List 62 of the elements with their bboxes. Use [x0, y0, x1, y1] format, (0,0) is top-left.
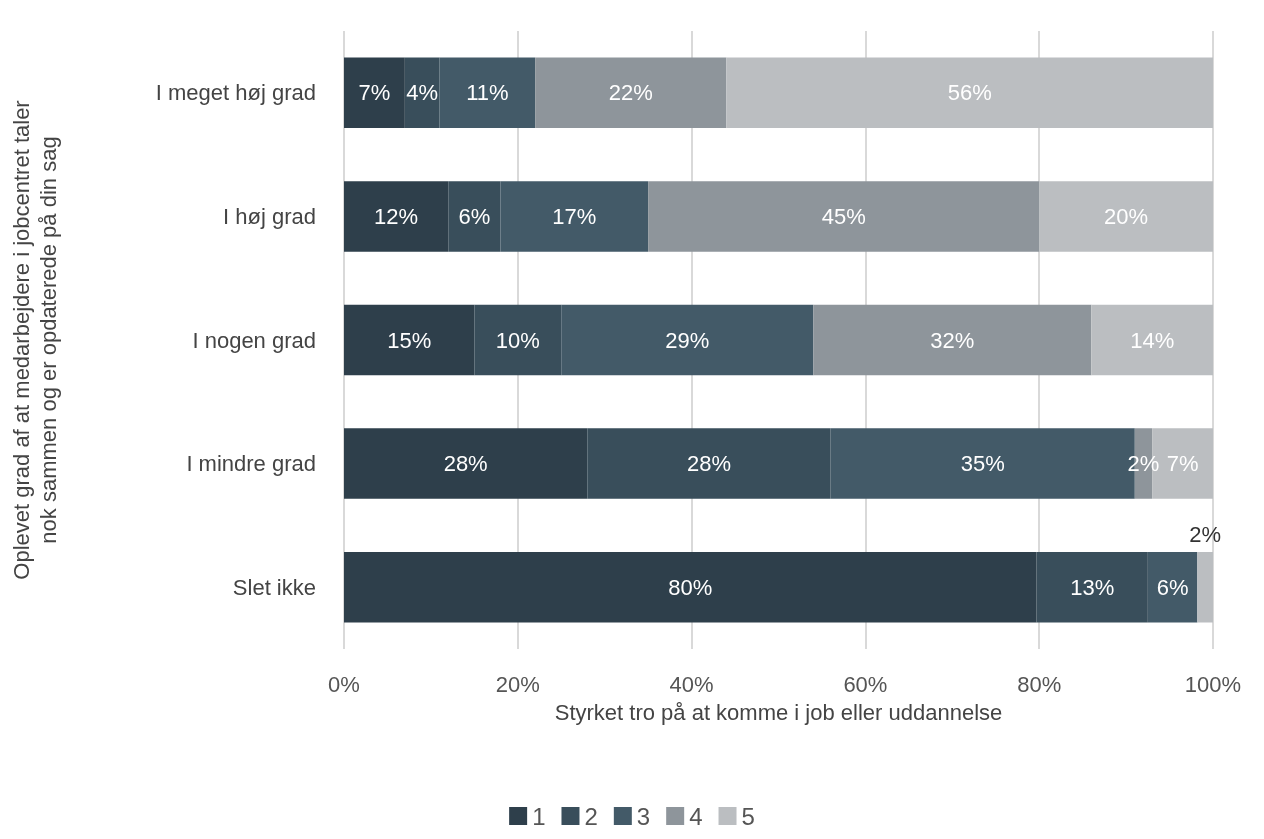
bar — [404, 57, 440, 129]
y-tick-label: Slet ikke — [232, 574, 316, 600]
bar — [344, 551, 1037, 623]
data-label: 4% — [406, 80, 439, 106]
bar — [1036, 551, 1148, 623]
x-tick-label: 80% — [1017, 671, 1062, 697]
x-tick-label: 20% — [495, 671, 540, 697]
bar — [535, 57, 727, 129]
data-label: 28% — [686, 451, 731, 477]
bar — [500, 181, 649, 252]
data-label: 29% — [665, 327, 710, 353]
legend-label: 1 — [532, 802, 546, 830]
data-label: 28% — [443, 451, 488, 477]
data-label: 22% — [608, 80, 653, 106]
y-tick-label: I nogen grad — [192, 327, 316, 353]
bar — [344, 428, 588, 499]
bar — [726, 57, 1213, 129]
legend-label: 3 — [636, 802, 651, 830]
bar — [1039, 181, 1213, 252]
y-tick-label: I mindre grad — [186, 451, 316, 477]
bar — [448, 181, 501, 252]
data-label: 12% — [374, 203, 419, 229]
data-label: 7% — [358, 80, 391, 106]
data-label: 10% — [495, 327, 540, 353]
y-tick-label: I høj grad — [223, 203, 316, 229]
data-label: 20% — [1104, 203, 1149, 229]
data-label: 2% — [1189, 522, 1222, 548]
data-label: 56% — [947, 80, 992, 106]
x-axis-title: Styrket tro på at komme i job eller uddannelse — [554, 699, 1003, 725]
legend-label: 5 — [741, 802, 755, 830]
bar — [344, 57, 405, 129]
data-label: 35% — [960, 451, 1005, 477]
bar — [474, 304, 562, 376]
data-label: 11% — [466, 80, 509, 106]
x-tick-label: 100% — [1184, 671, 1242, 697]
data-label: 13% — [1070, 574, 1115, 600]
data-label: 45% — [821, 203, 866, 229]
data-label: 17% — [552, 203, 597, 229]
data-label: 6% — [458, 203, 491, 229]
y-axis-title: Oplevet grad af at medarbejdere i jobcentret taler nok sammen og er opdaterede på din sag — [9, 100, 61, 580]
bar — [1197, 551, 1213, 623]
data-label: 6% — [1156, 574, 1189, 600]
bar — [561, 304, 814, 376]
data-label: 80% — [668, 574, 713, 600]
data-label: 7% — [1166, 451, 1199, 477]
bar — [344, 181, 449, 252]
x-tick-label: 0% — [328, 671, 360, 697]
bar — [813, 304, 1092, 376]
bar — [439, 57, 536, 129]
data-label: 32% — [930, 327, 975, 353]
bar — [648, 181, 1040, 252]
bar — [1091, 304, 1213, 376]
x-tick-label: 40% — [669, 671, 714, 697]
bar — [587, 428, 831, 499]
legend-label: 4 — [689, 802, 703, 830]
legend-label: 2 — [584, 802, 598, 830]
x-tick-label: 60% — [843, 671, 888, 697]
data-label: 15% — [387, 327, 432, 353]
data-label: 14% — [1130, 327, 1175, 353]
bar — [344, 304, 475, 376]
y-tick-label: I meget høj grad — [155, 80, 316, 106]
bar — [1147, 551, 1198, 623]
